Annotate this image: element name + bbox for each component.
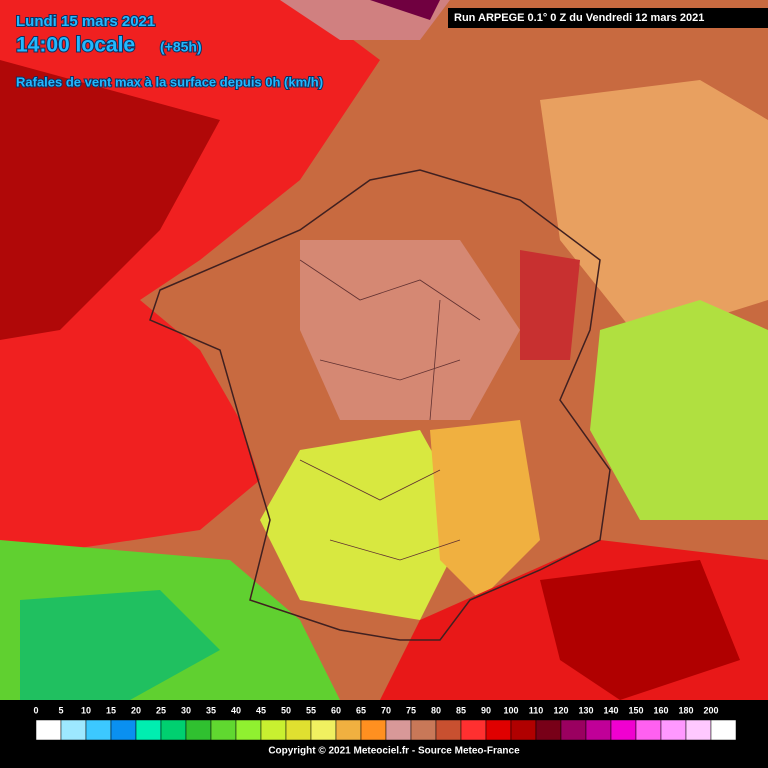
legend-label: 150 [628,705,643,715]
legend-swatch [410,719,437,741]
legend: 0 5 10 15 20 25 30 35 40 45 50 55 60 65 70 75 80 85 90 100 1… [33,705,737,741]
legend-label: 160 [653,705,668,715]
legend-label: 70 [381,705,391,715]
lead-time: (+85h) [160,39,202,55]
legend-label: 120 [553,705,568,715]
legend-swatch [85,719,112,741]
legend-label: 85 [456,705,466,715]
legend-swatch [160,719,187,741]
legend-label: 30 [181,705,191,715]
legend-swatch [510,719,537,741]
legend-swatch [560,719,587,741]
legend-swatch [135,719,162,741]
legend-label: 50 [281,705,291,715]
legend-label: 80 [431,705,441,715]
legend-label: 65 [356,705,366,715]
legend-label: 200 [703,705,718,715]
legend-label: 110 [529,705,544,715]
legend-swatch [260,719,287,741]
legend-swatch [35,719,62,741]
legend-label: 60 [331,705,341,715]
copyright: Copyright © 2021 Meteociel.fr - Source M… [268,746,520,757]
legend-swatch [210,719,237,741]
legend-swatch [485,719,512,741]
legend-swatch [535,719,562,741]
legend-swatch [435,719,462,741]
legend-label: 55 [306,705,316,715]
legend-swatch [685,719,712,741]
legend-label: 180 [678,705,693,715]
legend-swatch [185,719,212,741]
legend-swatch [360,719,387,741]
legend-label: 5 [58,705,63,715]
map-field [0,0,768,700]
legend-label: 0 [33,705,38,715]
legend-label: 100 [503,705,518,715]
legend-label: 130 [578,705,593,715]
legend-label: 20 [131,705,141,715]
time: 14:00 locale [16,34,135,57]
run-info: Run ARPEGE 0.1° 0 Z du Vendredi 12 mars … [454,12,704,24]
legend-swatch [235,719,262,741]
legend-swatch [460,719,487,741]
legend-swatch [385,719,412,741]
legend-label: 45 [256,705,266,715]
legend-swatch [310,719,337,741]
legend-swatch [635,719,662,741]
legend-label: 15 [106,705,116,715]
legend-swatch [335,719,362,741]
legend-label: 35 [206,705,216,715]
legend-swatch [110,719,137,741]
legend-label: 40 [231,705,241,715]
run-box [448,8,768,28]
legend-swatch [60,719,87,741]
legend-swatch [710,719,737,741]
legend-label: 90 [481,705,491,715]
legend-swatch [610,719,637,741]
legend-swatch [585,719,612,741]
legend-label: 75 [406,705,416,715]
legend-label: 25 [156,705,166,715]
date: Lundi 15 mars 2021 [16,13,155,30]
subtitle: Rafales de vent max à la surface depuis … [16,74,323,89]
legend-label: 140 [603,705,618,715]
legend-swatch [660,719,687,741]
legend-swatch [285,719,312,741]
legend-label: 10 [81,705,91,715]
